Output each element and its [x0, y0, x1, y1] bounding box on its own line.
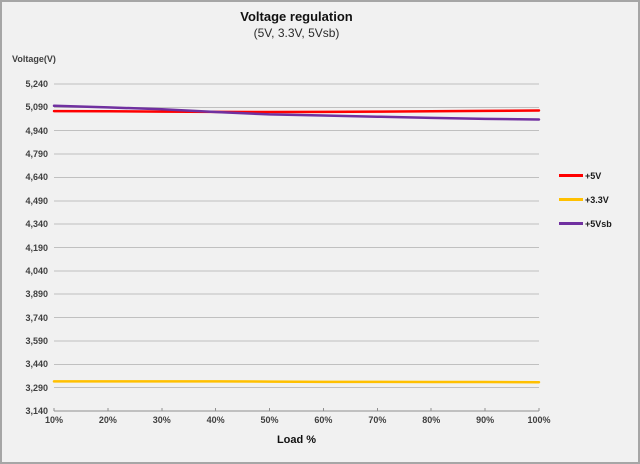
x-axis-tick-label: 100% [527, 415, 551, 425]
series-line-3.3v [52, 380, 541, 384]
x-axis-tick-label: 70% [368, 415, 387, 425]
y-axis-tick-label: 4,190 [25, 242, 48, 253]
y-axis-tick-label: 3,290 [25, 382, 48, 393]
x-axis-tick-label: 90% [476, 415, 495, 425]
y-axis-tick-label: 5,090 [25, 102, 48, 113]
x-axis-tick-label: 10% [44, 415, 63, 425]
legend-swatch [559, 222, 583, 225]
legend-label: +3.3V [585, 194, 609, 205]
chart-subtitle: (5V, 3.3V, 5Vsb) [253, 26, 340, 40]
series-line-5vsb [52, 104, 541, 121]
x-axis-title: Load % [276, 434, 317, 446]
y-axis-tick-label: 4,040 [25, 265, 48, 276]
x-axis-tick-label: 50% [260, 415, 279, 425]
x-axis-tick-label: 60% [314, 415, 333, 425]
y-axis-tick-label: 3,440 [25, 359, 48, 370]
legend-swatch [559, 198, 583, 201]
legend-item: +3.3V [559, 193, 612, 206]
y-axis-tick-label: 4,790 [25, 149, 48, 160]
legend: +5V +3.3V +5Vsb [559, 169, 612, 230]
x-axis-tick-label: 30% [152, 415, 171, 425]
y-axis-tick-label: 3,140 [25, 406, 48, 416]
x-axis-tick-label: 40% [206, 415, 225, 425]
y-axis-tick-label: 4,940 [25, 125, 48, 136]
legend-label: +5Vsb [585, 218, 612, 229]
y-axis-tick-label: 3,890 [25, 289, 48, 300]
y-axis-tick-label: 3,740 [25, 312, 48, 323]
y-axis-tick-label: 4,490 [25, 195, 48, 206]
series-line-5v [52, 109, 541, 114]
y-axis-tick-label: 4,640 [25, 172, 48, 183]
x-axis-tick-label: 80% [422, 415, 441, 425]
y-axis-tick-label: 5,240 [25, 79, 48, 89]
chart-title: Voltage regulation [240, 9, 353, 24]
y-axis-tick-label: 3,590 [25, 335, 48, 346]
legend-label: +5V [585, 170, 602, 181]
legend-item: +5Vsb [559, 217, 612, 230]
y-axis-tick-label: 4,340 [25, 219, 48, 230]
x-axis-tick-label: 20% [98, 415, 117, 425]
y-axis-title: Voltage(V) [12, 54, 56, 64]
legend-swatch [559, 174, 583, 177]
legend-item: +5V [559, 169, 612, 182]
